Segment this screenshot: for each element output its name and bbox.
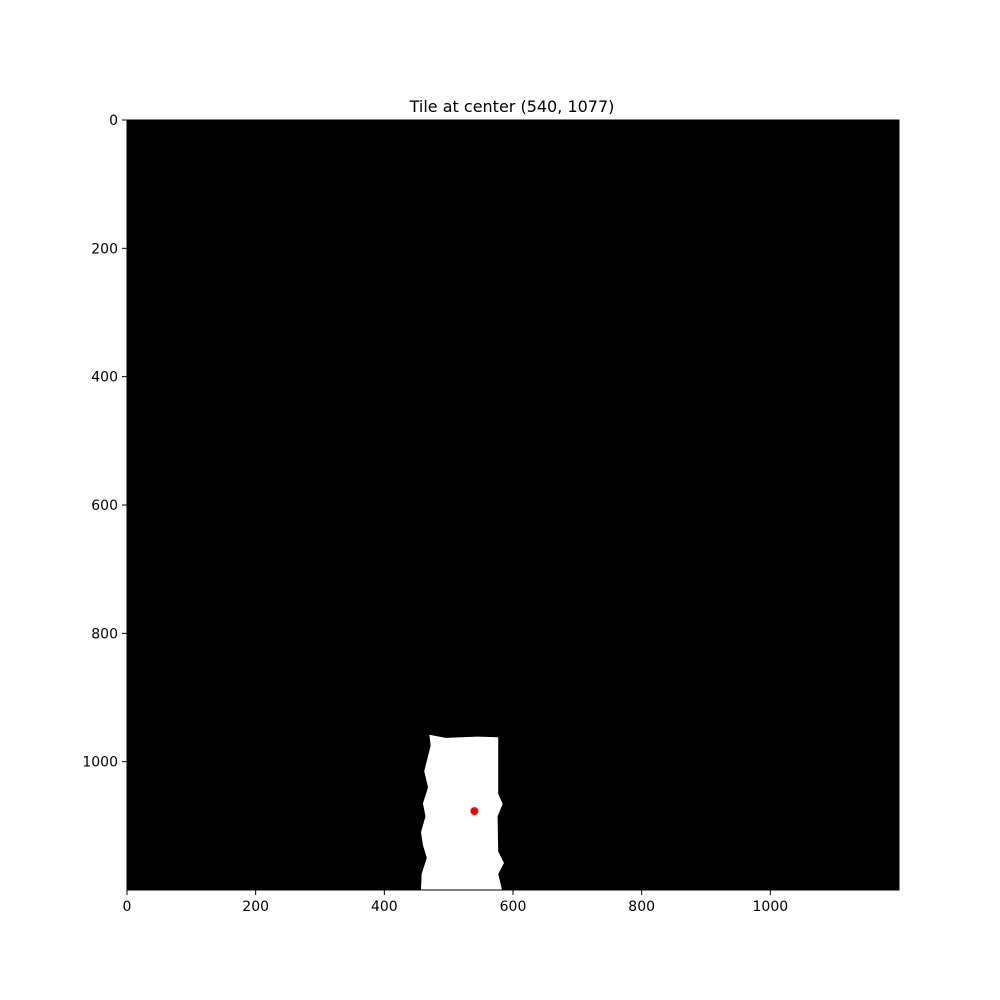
x-tick-label: 400 [371, 899, 398, 915]
x-tick-label: 800 [628, 899, 655, 915]
y-tick-label: 200 [91, 241, 118, 257]
mask-region [421, 734, 504, 890]
chart-title: Tile at center (540, 1077) [409, 97, 615, 116]
center-point [470, 807, 479, 816]
x-tick-label: 1000 [753, 899, 789, 915]
y-tick-label: 0 [109, 113, 118, 129]
x-tick-label: 0 [123, 899, 132, 915]
plot-background [127, 120, 899, 890]
y-tick-label: 600 [91, 498, 118, 514]
y-tick-label: 800 [91, 626, 118, 642]
y-tick-label: 1000 [82, 755, 118, 771]
y-tick-label: 400 [91, 370, 118, 386]
x-tick-label: 600 [500, 899, 527, 915]
x-tick-label: 200 [242, 899, 269, 915]
